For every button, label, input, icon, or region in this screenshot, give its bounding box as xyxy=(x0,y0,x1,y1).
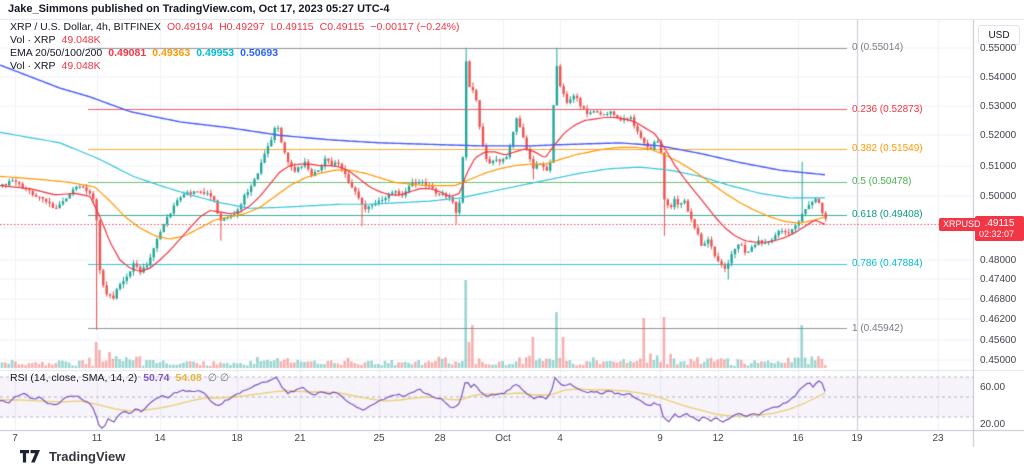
ohlc-item: C0.49115 xyxy=(319,21,365,33)
time-tick: 28 xyxy=(434,433,446,444)
ema-value: 0.50693 xyxy=(240,47,279,59)
rsi-ma-value: 54.08 xyxy=(175,372,202,384)
tradingview-logo-text: TradingView xyxy=(49,449,126,464)
time-tick: 4 xyxy=(557,433,563,444)
ohlc-item: −0.00117 (−0.24%) xyxy=(370,21,460,33)
rsi-tick: 20.00 xyxy=(980,419,1006,430)
fib-level-label: 0.236 (0.52873) xyxy=(852,103,923,115)
ohlc-values: O0.49194 H0.49297 L0.49115 C0.49115 −0.00117… xyxy=(167,21,466,33)
bar-countdown: 02:32:07 xyxy=(979,229,1015,240)
symbol-row[interactable]: XRP / U.S. Dollar, 4h, BITFINEX O0.49194 H… xyxy=(10,21,472,34)
rsi-tick: 60.00 xyxy=(980,382,1006,393)
fib-level-label: 0 (0.55014) xyxy=(852,42,904,54)
price-tick: 0.51000 xyxy=(980,160,1017,172)
price-axis[interactable]: USD 0.55000 0.54000 0.53000 0.52000 0.51000 0… xyxy=(973,20,1024,447)
price-tick: 0.45000 xyxy=(980,355,1017,367)
price-tick: 0.46200 xyxy=(980,314,1017,326)
ohlc-item: L0.49115 xyxy=(270,21,314,33)
fib-level-label: 0.618 (0.49408) xyxy=(852,209,923,221)
volume-label-2: Vol · XRP xyxy=(10,60,56,72)
last-price-value: 0.49115 xyxy=(979,218,1015,230)
ohlc-item: H0.49297 xyxy=(219,21,265,33)
time-tick: 9 xyxy=(657,433,663,444)
volume-row-2[interactable]: Vol · XRP 49.048K xyxy=(10,60,472,73)
price-tick: 0.55000 xyxy=(980,43,1017,54)
volume-row[interactable]: Vol · XRP 49.048K xyxy=(10,34,472,47)
ohlc-item: O0.49194 xyxy=(166,21,214,33)
ema-value: 0.49081 xyxy=(108,47,147,59)
time-tick: 21 xyxy=(294,433,306,444)
tradingview-logo-icon xyxy=(20,450,40,463)
time-axis[interactable]: 7 11 14 18 21 25 28 Oct 4 9 12 16 19 23 xyxy=(0,433,973,447)
price-tick: 0.47400 xyxy=(980,274,1017,286)
volume-label: Vol · XRP xyxy=(10,34,56,46)
ema-label: EMA 20/50/100/200 xyxy=(10,47,103,59)
symbol-title: XRP / U.S. Dollar, 4h, BITFINEX xyxy=(10,21,161,33)
time-tick: 12 xyxy=(712,433,724,444)
price-tick: 0.45600 xyxy=(980,334,1017,346)
ema-values: 0.49081 0.49363 0.49953 0.50693 xyxy=(108,47,284,59)
symbol-badge-label: XRPUSD xyxy=(943,218,981,229)
time-tick: 7 xyxy=(12,433,18,444)
time-tick: 11 xyxy=(91,433,103,444)
rsi-legend[interactable]: RSI (14, close, SMA, 14, 2) 50.74 54.08 ∅ ∅ xyxy=(10,372,235,384)
tradingview-logo[interactable]: TradingView xyxy=(20,449,125,464)
time-tick: 18 xyxy=(231,433,243,444)
price-tick: 0.52000 xyxy=(980,130,1017,142)
fib-level-label: 0.382 (0.51549) xyxy=(852,143,923,155)
rsi-label: RSI (14, close, SMA, 14, 2) xyxy=(10,372,138,384)
rsi-value: 50.74 xyxy=(143,372,170,384)
ema-value: 0.49363 xyxy=(152,47,191,59)
fib-level-label: 0.5 (0.50478) xyxy=(852,176,912,188)
ema-row[interactable]: EMA 20/50/100/200 0.49081 0.49363 0.49953 0.… xyxy=(10,47,472,60)
time-tick: 25 xyxy=(373,433,385,444)
price-tick: 0.48000 xyxy=(980,254,1017,266)
chart-legend[interactable]: XRP / U.S. Dollar, 4h, BITFINEX O0.49194 H… xyxy=(10,21,472,73)
ema-value: 0.49953 xyxy=(196,47,235,59)
time-tick: 16 xyxy=(792,433,804,444)
volume-value-2: 49.048K xyxy=(61,60,101,72)
price-tick: 0.50000 xyxy=(980,191,1017,203)
volume-value: 49.048K xyxy=(61,34,101,46)
time-tick: Oct xyxy=(495,433,511,444)
price-tick: 0.53000 xyxy=(980,100,1017,112)
price-tick: 0.54000 xyxy=(980,71,1017,83)
fib-level-label: 0.786 (0.47884) xyxy=(852,258,923,270)
price-tick: 0.46800 xyxy=(980,294,1017,306)
currency-label: USD xyxy=(988,29,1010,41)
currency-selector[interactable]: USD xyxy=(978,25,1020,45)
time-tick: 14 xyxy=(154,433,166,444)
rsi-hidden-markers: ∅ ∅ xyxy=(207,372,229,384)
symbol-price-badge: XRPUSD xyxy=(939,217,985,231)
time-tick: 23 xyxy=(932,433,944,444)
publish-info: Jake_Simmons published on TradingView.co… xyxy=(8,3,390,15)
time-tick: 19 xyxy=(851,433,863,444)
fib-level-label: 1 (0.45942) xyxy=(852,322,904,334)
